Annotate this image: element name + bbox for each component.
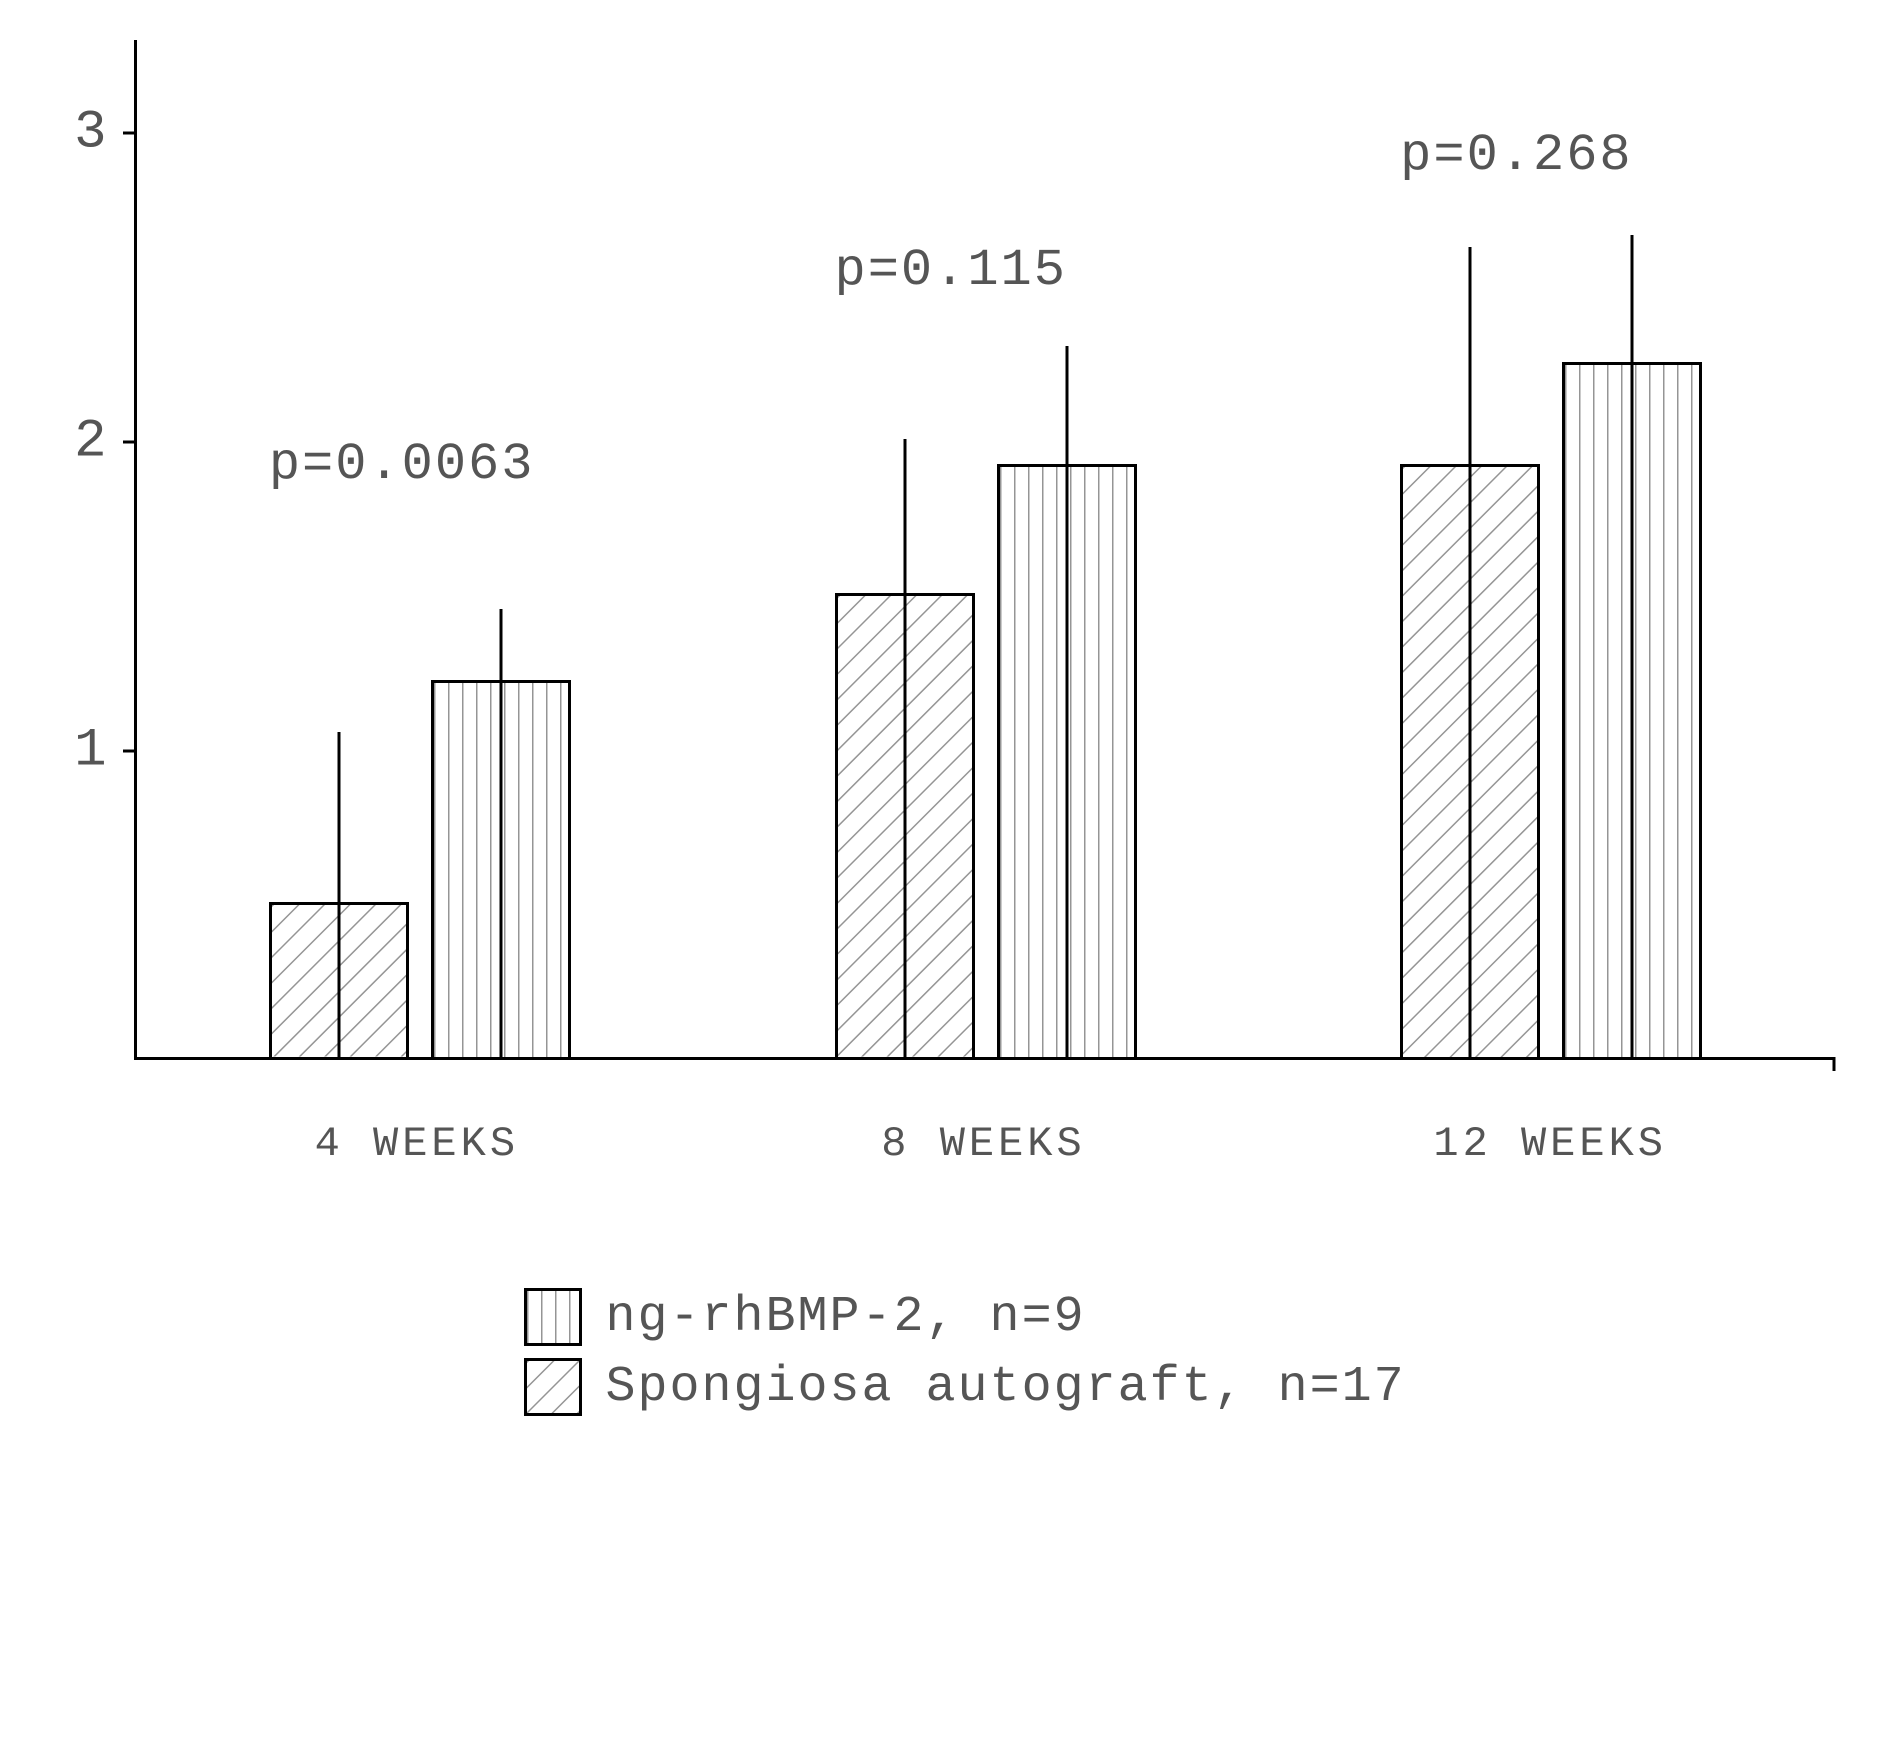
bar-group: p=0.268 xyxy=(1268,40,1834,1057)
y-tick-label: 3 xyxy=(74,102,136,163)
x-axis-end-tick xyxy=(1832,1057,1835,1071)
legend-label: Spongiosa autograft, n=17 xyxy=(606,1359,1406,1416)
x-axis-label: 12 WEEKS xyxy=(1267,1120,1834,1168)
x-axis-label: 8 WEEKS xyxy=(700,1120,1267,1168)
bar-group: p=0.0063 xyxy=(137,40,703,1057)
y-tick-label: 1 xyxy=(74,720,136,781)
bar-group: p=0.115 xyxy=(702,40,1268,1057)
error-bar xyxy=(499,609,502,1057)
bar-chart: 1 2 3 p=0.0063 p=0.115 p=0.268 4 WEEKS8 WEEK… xyxy=(44,40,1844,1416)
y-tick-label: 2 xyxy=(74,411,136,472)
error-bar xyxy=(1631,235,1634,1057)
error-bar xyxy=(1469,247,1472,1057)
legend-item: ng-rhBMP-2, n=9 xyxy=(524,1288,1086,1346)
error-bar xyxy=(1065,346,1068,1057)
plot-area: 123 p=0.0063p=0.115p=0.268 xyxy=(134,40,1834,1060)
x-axis-labels: 4 WEEKS8 WEEKS12 WEEKS xyxy=(134,1120,1834,1168)
error-bar xyxy=(337,732,340,1057)
p-value-label: p=0.115 xyxy=(835,241,1067,300)
error-bar xyxy=(903,439,906,1057)
legend-item: Spongiosa autograft, n=17 xyxy=(524,1358,1406,1416)
legend-label: ng-rhBMP-2, n=9 xyxy=(606,1289,1086,1346)
x-axis-label: 4 WEEKS xyxy=(134,1120,701,1168)
p-value-label: p=0.268 xyxy=(1400,126,1632,185)
legend-swatch xyxy=(524,1358,582,1416)
p-value-label: p=0.0063 xyxy=(269,435,535,494)
legend: ng-rhBMP-2, n=9 Spongiosa autograft, n=17 xyxy=(44,1288,1844,1416)
legend-swatch xyxy=(524,1288,582,1346)
bar-groups: p=0.0063 p=0.115 p=0.268 xyxy=(137,40,1834,1057)
